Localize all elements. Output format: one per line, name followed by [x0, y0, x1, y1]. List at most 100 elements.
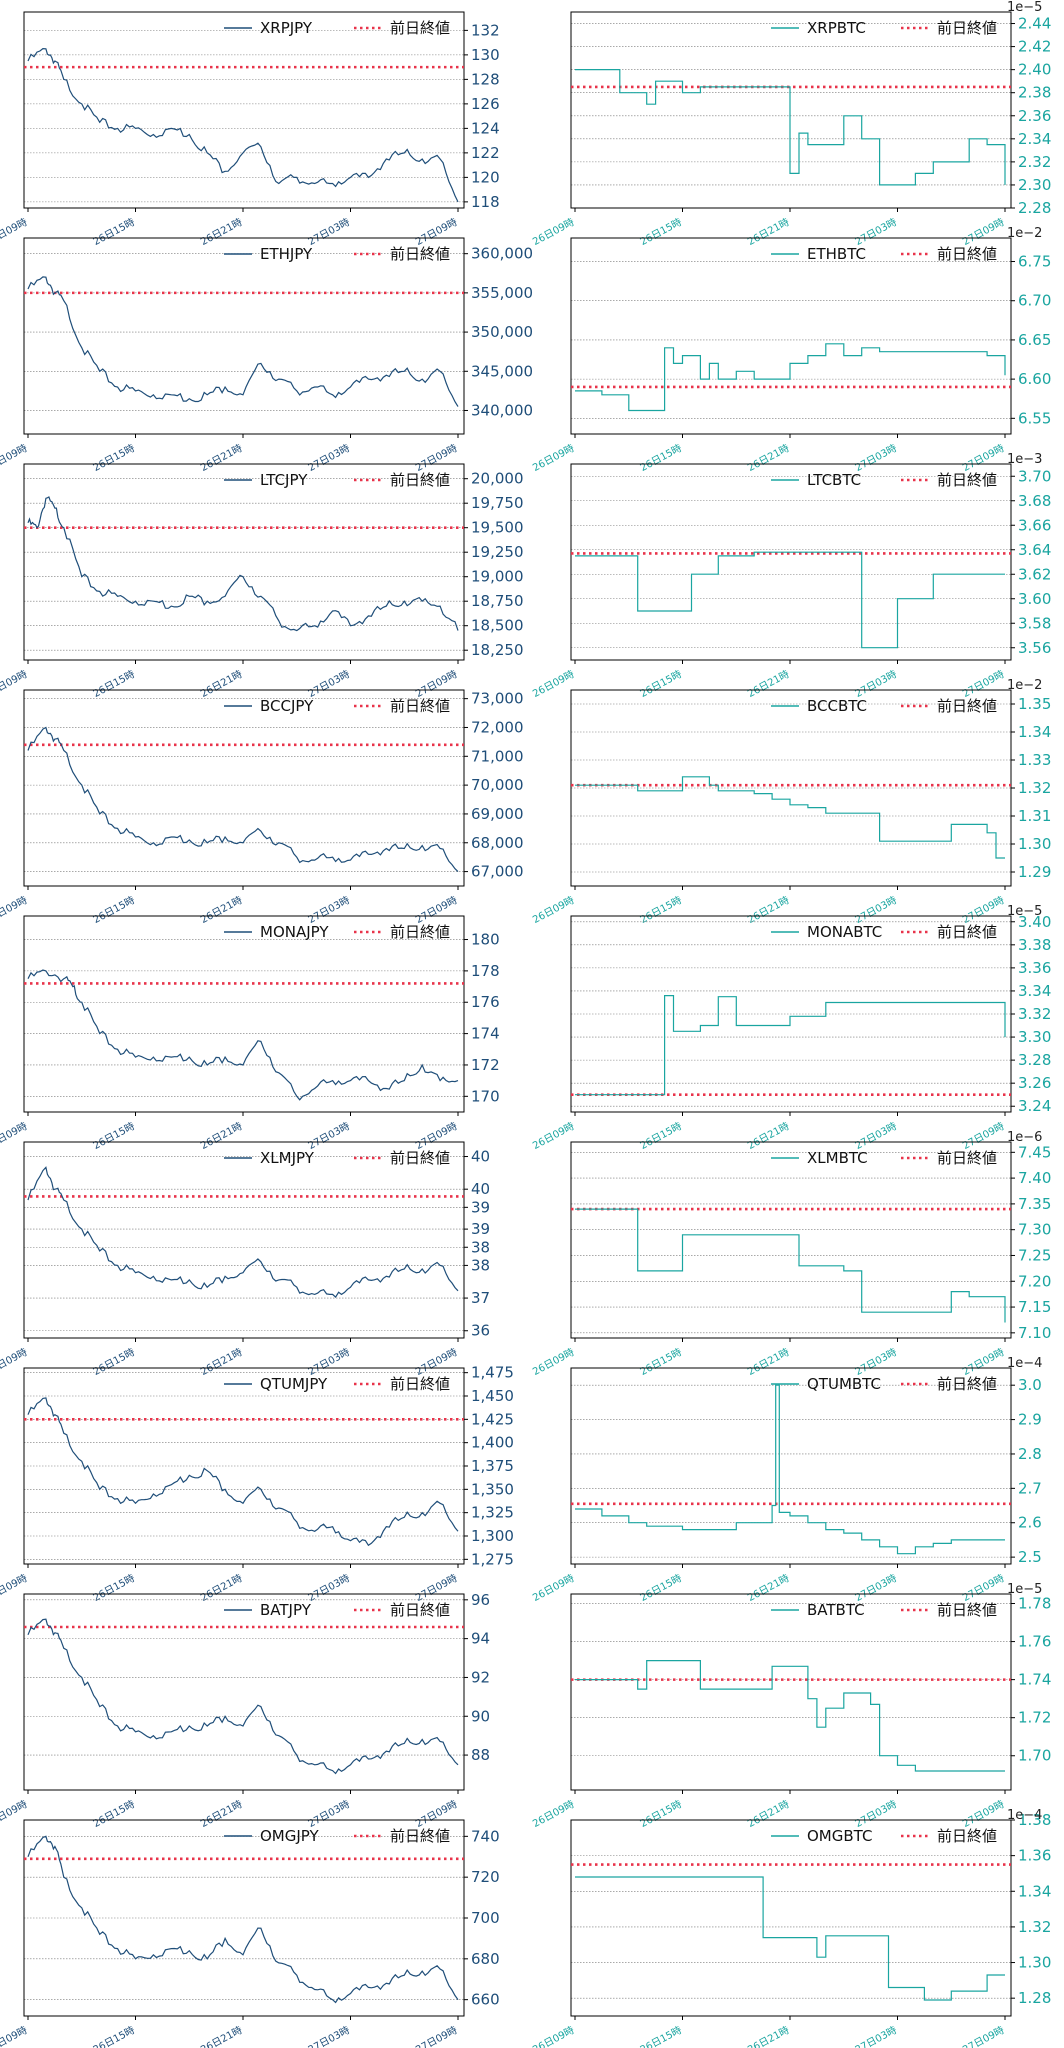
y-tick-label: 7.10 — [1018, 1324, 1051, 1342]
plot-frame — [570, 237, 1012, 435]
x-tick-label: 26日09時 — [0, 1120, 29, 1152]
y-tick-label: 170 — [471, 1087, 500, 1105]
x-tick-label: 26日15時 — [91, 1798, 137, 1830]
x-tick-label: 27日09時 — [414, 1572, 460, 1604]
legend-prev-label: 前日終値 — [937, 19, 997, 37]
y-tick-label: 69,000 — [471, 805, 524, 823]
chart-panel-bccbtc: 1.29 1.30 1.31 1.32 1.33 1.34 1.35 1e−2 26日09時 26… — [531, 678, 1052, 926]
legend-label: XLMBTC — [807, 1149, 868, 1167]
chart-panel-xrpjpy: 118 120 122 124 126 128 130 132 26日09時 26日15時 26日2… — [0, 11, 500, 248]
series-line-batbtc — [575, 1660, 1005, 1772]
x-tick-label: 27日09時 — [961, 894, 1007, 926]
x-tick-label: 26日09時 — [531, 668, 577, 700]
chart-panel-monajpy: 170 172 174 176 178 180 26日09時 26日15時 26日21時 27日0… — [0, 915, 500, 1152]
legend-label: BATBTC — [807, 1601, 865, 1619]
y-tick-label: 1.32 — [1018, 1918, 1051, 1936]
y-tick-label: 1.72 — [1018, 1709, 1051, 1727]
x-tick-label: 26日09時 — [531, 1798, 577, 1830]
legend-label: OMGBTC — [807, 1827, 872, 1845]
y-tick-label: 1.36 — [1018, 1847, 1051, 1865]
y-tick-label: 20,000 — [471, 470, 524, 488]
x-tick-label: 26日09時 — [531, 2024, 577, 2048]
x-tick-label: 26日09時 — [0, 1346, 29, 1378]
x-tick-label: 26日09時 — [531, 442, 577, 474]
chart-panel-xrpbtc: 2.28 2.30 2.32 2.34 2.36 2.38 2.40 2.42 2.441e−5… — [531, 0, 1052, 248]
y-tick-label: 132 — [471, 21, 500, 39]
plot-frame — [23, 915, 465, 1113]
axis-exponent: 1e−4 — [1007, 1356, 1042, 1371]
x-tick-label: 26日21時 — [746, 1798, 792, 1830]
x-tick-label: 26日21時 — [746, 1572, 792, 1604]
series-line-qtumjpy — [27, 1397, 459, 1547]
series-line-xlmbtc — [575, 1208, 1006, 1323]
y-tick-label: 660 — [471, 1991, 500, 2009]
axis-exponent: 1e−4 — [1007, 1808, 1042, 1823]
y-tick-label: 176 — [471, 993, 500, 1011]
y-tick-label: 350,000 — [471, 323, 533, 341]
legend-prev-label: 前日終値 — [390, 1601, 450, 1619]
x-tick-label: 26日15時 — [638, 894, 684, 926]
x-tick-label: 26日21時 — [199, 1572, 245, 1604]
y-tick-label: 39 — [471, 1220, 490, 1238]
legend-prev-label: 前日終値 — [390, 471, 450, 489]
y-tick-label: 94 — [471, 1630, 490, 1648]
series-line-bccjpy — [27, 726, 459, 873]
x-tick-label: 26日15時 — [91, 894, 137, 926]
y-tick-label: 3.38 — [1018, 936, 1051, 954]
y-tick-label: 7.45 — [1018, 1143, 1051, 1161]
series-line-xlmjpy — [27, 1166, 459, 1299]
legend-prev-label: 前日終値 — [390, 697, 450, 715]
y-tick-label: 1.29 — [1018, 863, 1051, 881]
y-tick-label: 67,000 — [471, 863, 524, 881]
y-tick-label: 7.30 — [1018, 1221, 1051, 1239]
y-tick-label: 126 — [471, 95, 500, 113]
legend-label: ETHBTC — [807, 245, 866, 263]
y-tick-label: 1.38 — [1018, 1811, 1051, 1829]
y-tick-label: 38 — [471, 1256, 490, 1274]
chart-panel-qtumjpy: 1,275 1,300 1,325 1,350 1,375 1,400 1,425 1,450… — [0, 1364, 514, 1604]
x-tick-label: 27日03時 — [306, 2024, 352, 2048]
plot-frame — [23, 11, 465, 209]
y-tick-label: 40 — [471, 1148, 490, 1166]
x-tick-label: 27日03時 — [306, 1120, 352, 1152]
series-line-monabtc — [575, 995, 1006, 1096]
series-line-ltcbtc — [575, 551, 1005, 649]
y-tick-label: 1,300 — [471, 1527, 514, 1545]
x-tick-label: 26日15時 — [638, 442, 684, 474]
y-tick-label: 178 — [471, 962, 500, 980]
y-tick-label: 18,250 — [471, 641, 524, 659]
y-tick-label: 720 — [471, 1868, 500, 1886]
y-tick-label: 7.40 — [1018, 1169, 1051, 1187]
x-tick-label: 27日03時 — [306, 668, 352, 700]
x-tick-label: 26日09時 — [531, 216, 577, 248]
y-tick-label: 1.28 — [1018, 1989, 1051, 2007]
y-tick-label: 130 — [471, 46, 500, 64]
x-tick-label: 26日09時 — [0, 2024, 29, 2048]
y-tick-label: 3.70 — [1018, 467, 1051, 485]
y-tick-label: 3.64 — [1018, 541, 1051, 559]
y-tick-label: 96 — [471, 1591, 490, 1609]
legend-prev-label: 前日終値 — [937, 245, 997, 263]
x-tick-label: 26日09時 — [531, 1346, 577, 1378]
x-tick-label: 26日21時 — [746, 668, 792, 700]
plot-frame — [23, 1593, 465, 1791]
x-tick-label: 26日21時 — [199, 894, 245, 926]
y-tick-label: 2.5 — [1018, 1548, 1042, 1566]
axis-exponent: 1e−5 — [1007, 0, 1042, 15]
legend-prev-label: 前日終値 — [937, 1827, 997, 1845]
y-tick-label: 1,375 — [471, 1457, 514, 1475]
x-tick-label: 26日21時 — [746, 2024, 792, 2048]
x-tick-label: 27日09時 — [414, 1120, 460, 1152]
axis-exponent: 1e−5 — [1007, 904, 1042, 919]
y-tick-label: 124 — [471, 119, 500, 137]
x-tick-label: 26日15時 — [91, 216, 137, 248]
y-tick-label: 128 — [471, 70, 500, 88]
x-tick-label: 26日15時 — [91, 1572, 137, 1604]
y-tick-label: 1.35 — [1018, 695, 1051, 713]
y-tick-label: 1.32 — [1018, 779, 1051, 797]
y-tick-label: 2.38 — [1018, 84, 1051, 102]
series-line-batjpy — [27, 1618, 459, 1775]
